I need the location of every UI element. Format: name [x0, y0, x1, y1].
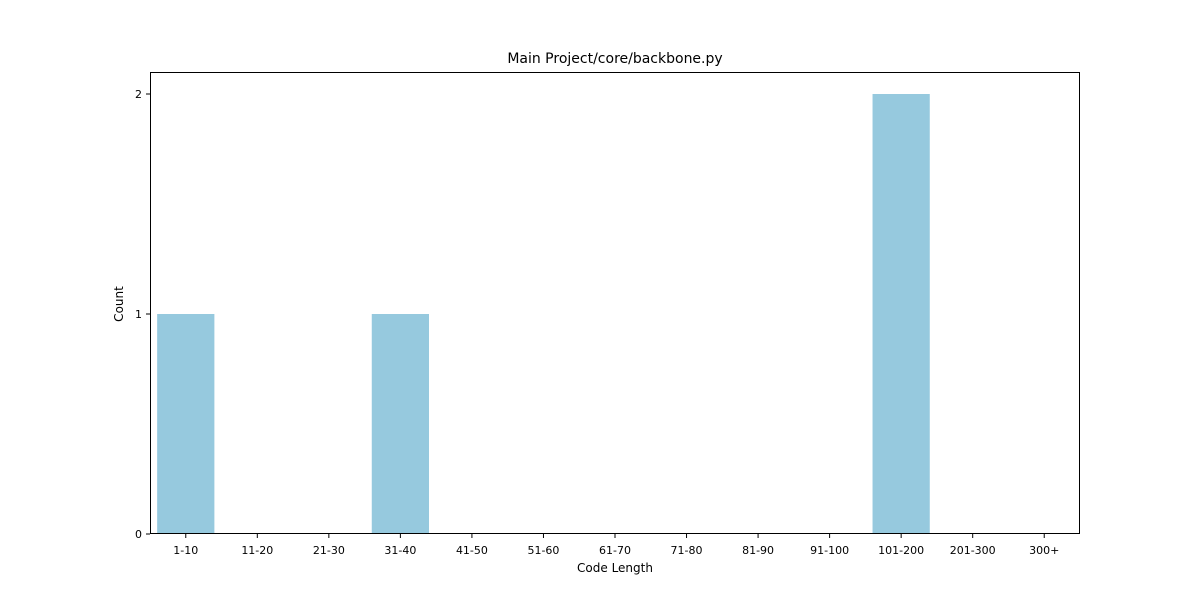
- x-tick-label: 1-10: [173, 544, 198, 557]
- bar-31-40: [371, 314, 429, 534]
- x-tick-label: 51-60: [527, 544, 559, 557]
- x-tick-label: 41-50: [456, 544, 488, 557]
- y-tick-label: 1: [135, 308, 142, 321]
- bar-101-200: [872, 94, 930, 534]
- chart-title: Main Project/core/backbone.py: [507, 51, 722, 67]
- x-axis-ticks: 1-10 11-20 21-30 31-40 41-50 51-60 61-70 71-80 8…: [173, 534, 1059, 557]
- x-tick-label: 81-90: [742, 544, 774, 557]
- x-tick-label: 61-70: [599, 544, 631, 557]
- bar-1-10: [157, 314, 215, 534]
- bars-group: [157, 94, 930, 534]
- x-tick-label: 71-80: [671, 544, 703, 557]
- y-axis-ticks: 0 1 2: [135, 88, 150, 541]
- x-tick-label: 91-100: [810, 544, 849, 557]
- x-tick-label: 201-300: [950, 544, 996, 557]
- x-tick-label: 21-30: [313, 544, 345, 557]
- y-axis-label: Count: [112, 286, 126, 322]
- x-tick-label: 101-200: [878, 544, 924, 557]
- y-tick-label: 0: [135, 528, 142, 541]
- x-axis-label: Code Length: [577, 561, 653, 575]
- x-tick-label: 300+: [1029, 544, 1059, 557]
- y-tick-label: 2: [135, 88, 142, 101]
- x-tick-label: 31-40: [384, 544, 416, 557]
- plot-frame: [150, 72, 1080, 534]
- x-tick-label: 11-20: [241, 544, 273, 557]
